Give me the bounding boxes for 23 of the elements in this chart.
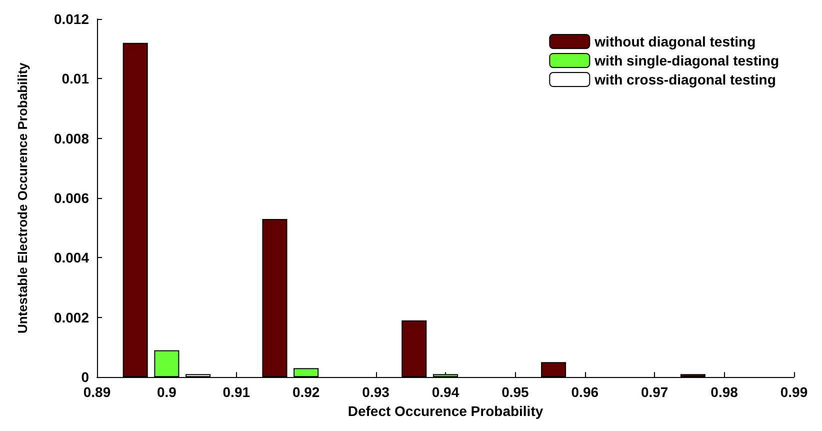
x-tick-label: 0.93 xyxy=(362,384,390,400)
y-tick-label: 0.002 xyxy=(54,309,90,326)
y-tick-label: 0.008 xyxy=(54,130,90,146)
legend-label: without diagonal testing xyxy=(594,34,756,50)
y-axis-title: Untestable Electrode Occurence Probability xyxy=(15,62,30,334)
x-tick-label: 0.9 xyxy=(156,384,177,400)
y-tick-label: 0.004 xyxy=(54,250,90,266)
x-tick-label: 0.95 xyxy=(502,384,530,400)
y-tick-label: 0.012 xyxy=(54,11,90,27)
x-tick-label: 0.91 xyxy=(222,384,250,400)
x-tick-label: 0.89 xyxy=(83,384,111,400)
x-tick-label: 0.94 xyxy=(432,384,460,400)
x-tick-label: 0.98 xyxy=(710,384,738,400)
x-axis-title: Defect Occurence Probability xyxy=(348,403,544,419)
x-tick-label: 0.96 xyxy=(571,384,599,400)
legend-label: with cross-diagonal testing xyxy=(594,72,776,88)
y-tick-label: 0.01 xyxy=(62,70,90,87)
legend-label: with single-diagonal testing xyxy=(594,52,780,68)
y-tick-label: 0.006 xyxy=(54,190,90,206)
y-tick-label: 0 xyxy=(81,369,90,386)
x-tick-label: 0.92 xyxy=(292,384,320,400)
x-tick-label: 0.99 xyxy=(780,384,808,400)
x-tick-label: 0.97 xyxy=(640,384,668,400)
